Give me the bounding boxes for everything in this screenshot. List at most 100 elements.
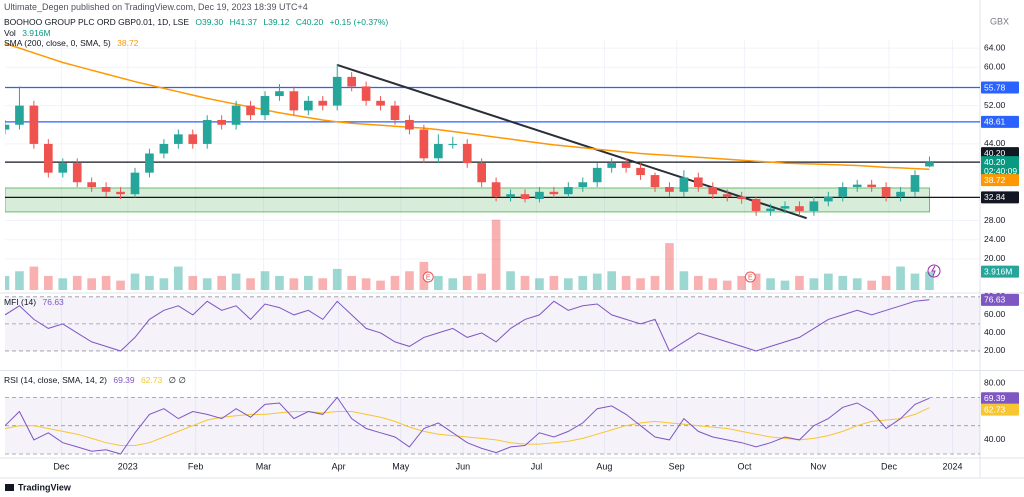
- candle-body: [159, 143, 169, 154]
- candle-body: [419, 129, 429, 159]
- volume-bar: [202, 278, 212, 290]
- x-tick-label: Dec: [881, 461, 898, 471]
- candle-body: [477, 163, 486, 183]
- candle-body: [130, 172, 140, 195]
- level-label-bg: [981, 115, 1019, 128]
- candle-body: [852, 184, 862, 188]
- x-tick-label: May: [392, 461, 410, 471]
- volume-value: 3.916M: [22, 28, 51, 38]
- candle-body: [520, 194, 530, 200]
- volume-bar: [304, 275, 313, 290]
- candle-body: [809, 201, 819, 211]
- candle-body: [275, 91, 284, 97]
- candle-body: [202, 119, 212, 144]
- volume-bar: [390, 275, 400, 290]
- candle-body: [29, 105, 39, 144]
- volume-bar: [621, 275, 631, 290]
- ohlc-close: C40.20: [295, 17, 324, 27]
- level-label-bg: [981, 81, 1019, 94]
- candle-body: [867, 184, 876, 188]
- candle-body: [795, 206, 804, 211]
- y-tick-label: 40.00: [984, 327, 1006, 337]
- candle-body: [462, 143, 472, 164]
- candle-body: [665, 187, 674, 192]
- volume-bar: [448, 278, 458, 290]
- candle-body: [535, 191, 544, 200]
- x-tick-label: Mar: [256, 461, 272, 471]
- volume-bar: [405, 271, 414, 290]
- candle-body: [766, 208, 775, 211]
- candle-body: [881, 187, 891, 197]
- volume-bar: [58, 278, 68, 290]
- y-tick-label: 60.00: [984, 309, 1006, 319]
- rsi-title: RSI (14, close, SMA, 14, 2): [4, 375, 107, 385]
- candle-body: [896, 191, 905, 197]
- candle-body: [260, 96, 270, 116]
- candle-body: [506, 194, 515, 197]
- candle-body: [174, 134, 183, 144]
- level-label: 32.84: [984, 192, 1006, 202]
- x-tick-label: Aug: [596, 461, 612, 471]
- x-tick-label: Apr: [332, 461, 346, 471]
- candle-body: [925, 162, 934, 167]
- event-marker: [422, 271, 434, 283]
- volume-bar: [506, 271, 515, 290]
- candle-body: [5, 124, 10, 130]
- y-tick-label: 64.00: [984, 42, 1006, 52]
- volume-bar: [116, 280, 125, 290]
- x-tick-label: Nov: [810, 461, 827, 471]
- volume-bar: [737, 275, 746, 290]
- volume-bar: [188, 275, 198, 290]
- candle-body: [824, 196, 833, 202]
- y-tick-label: 28.00: [984, 215, 1006, 225]
- series-line: [5, 396, 930, 455]
- level-label: 40.20: [984, 148, 1006, 158]
- sma-line: [5, 42, 930, 170]
- volume-bar: [607, 271, 616, 290]
- candle-body: [304, 100, 313, 111]
- volume-bar: [477, 273, 486, 290]
- rsi-sma-value: 62.73: [141, 375, 163, 385]
- footer-brand: TradingView: [18, 482, 72, 492]
- volume-bar: [925, 271, 934, 290]
- mfi-title: MFI (14): [4, 297, 37, 307]
- candle-body: [44, 143, 53, 173]
- candle-body: [564, 187, 573, 195]
- volume-bar: [87, 278, 96, 290]
- candle-body: [318, 100, 328, 106]
- volume-bar: [347, 275, 356, 290]
- volume-title: Vol: [4, 28, 16, 38]
- volume-bar: [535, 278, 544, 290]
- candle-body: [491, 182, 501, 197]
- volume-bar: [694, 275, 703, 290]
- candle-body: [434, 143, 443, 159]
- volume-bar: [434, 275, 443, 290]
- x-tick-label: Dec: [53, 461, 70, 471]
- sma-legend: SMA (200, close, 0, SMA, 5) 38.72: [4, 38, 142, 48]
- last-value-label-bg: [981, 392, 1019, 405]
- mfi-legend: MFI (14) 76.63: [4, 297, 68, 307]
- y-tick-label: 40.00: [984, 434, 1006, 444]
- candle-body: [116, 191, 125, 195]
- candle-body: [246, 105, 255, 116]
- volume-bar: [5, 275, 10, 290]
- volume-bar: [549, 275, 559, 290]
- candle-body: [838, 187, 848, 197]
- level-label: 48.61: [984, 117, 1006, 127]
- countdown-label: 02:40:09: [984, 166, 1017, 176]
- volume-bar: [867, 280, 876, 290]
- candle-body: [592, 167, 602, 183]
- volume-bar: [809, 278, 819, 290]
- candle-body: [708, 187, 718, 195]
- sma-label-bg: [981, 174, 1019, 187]
- ohlc-change: +0.15 (+0.37%): [329, 17, 389, 27]
- volume-bar: [679, 271, 689, 290]
- volume-bar: [520, 275, 530, 290]
- volume-bar: [29, 266, 39, 290]
- volume-label: 3.916M: [984, 266, 1012, 276]
- volume-bar: [665, 243, 674, 290]
- volume-bar: [72, 275, 82, 290]
- candle-body: [405, 119, 414, 130]
